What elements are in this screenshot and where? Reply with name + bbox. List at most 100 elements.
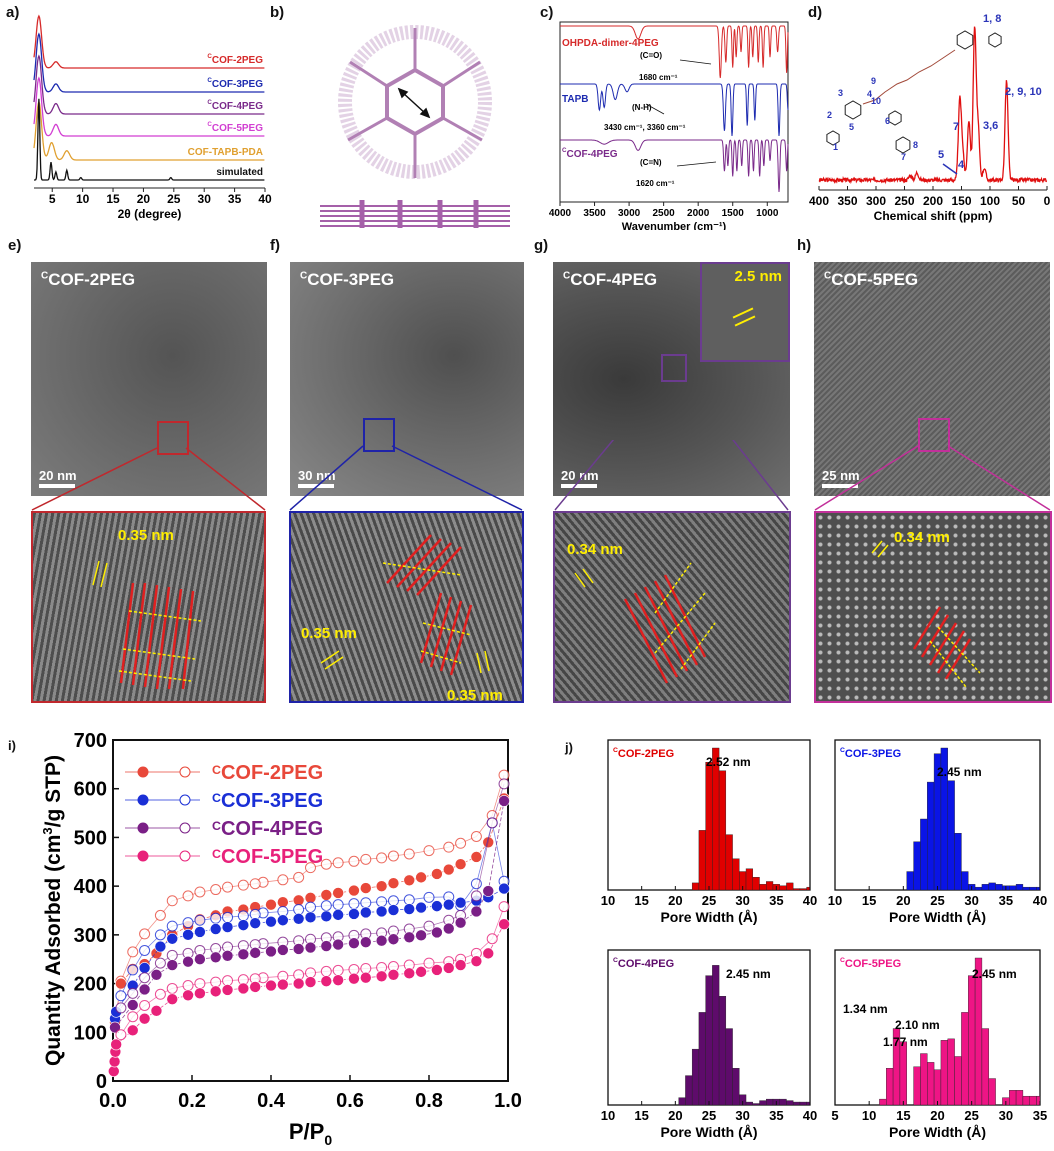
- x-tick-label: 35: [999, 893, 1013, 908]
- desorption-point: [498, 901, 510, 913]
- adsorption-point: [221, 921, 234, 933]
- adsorption-point: [431, 926, 443, 939]
- adsorption-point: [154, 940, 167, 953]
- x-tick-label: 15: [896, 1108, 910, 1123]
- peak-annotation: 1.77 nm: [883, 1035, 928, 1049]
- pxrd-line-simulated: [34, 98, 265, 181]
- adsorption-point: [126, 999, 139, 1011]
- peak-annotation: 2.10 nm: [895, 1018, 940, 1032]
- desorption-point: [332, 899, 344, 911]
- peak-annotation: 1.34 nm: [843, 1002, 888, 1016]
- pxrd-chart: 5 10 15 20 25 30 35 40 2θ (degree) CCOF-2PEG CCOF-…: [33, 14, 272, 221]
- histogram-bar: [799, 888, 807, 891]
- lattice-marker: [734, 315, 756, 327]
- x-tick-label: 40: [803, 893, 817, 908]
- desorption-point: [115, 990, 127, 1002]
- atom-number-label: 1: [833, 142, 838, 152]
- desorption-point: [139, 944, 151, 956]
- desorption-point: [423, 957, 435, 969]
- adsorption-point: [415, 966, 427, 978]
- histogram-bar: [725, 834, 733, 891]
- atom-number-label: 5: [849, 122, 854, 132]
- legend-marker-filled: [137, 850, 149, 862]
- pxrd-line-cof-tapb-pda: [33, 100, 265, 161]
- tem-image-g: CCOF-4PEG 2.5 nm 20 nm: [553, 262, 790, 496]
- histogram-bar: [691, 882, 700, 891]
- tem-image-h: CCOF-5PEG 25 nm: [814, 262, 1050, 496]
- panel-label-b: b): [270, 4, 285, 21]
- adsorption-point: [415, 929, 427, 942]
- histogram-bar: [779, 1098, 787, 1106]
- x-tick-label: 25: [930, 893, 944, 908]
- desorption-point: [154, 988, 166, 1000]
- adsorption-point: [359, 882, 372, 894]
- desorption-point: [403, 848, 415, 860]
- adsorption-point: [221, 984, 234, 996]
- tem-zoom-f: 0.35 nm 0.35 nm: [289, 511, 524, 703]
- histogram-bar: [766, 1098, 774, 1106]
- desorption-point: [154, 957, 166, 969]
- adsorption-point: [454, 959, 467, 971]
- adsorption-point: [332, 909, 344, 921]
- x-tick-label: 0.0: [99, 1090, 127, 1112]
- desorption-point: [443, 841, 455, 853]
- x-tick-label: 20: [668, 893, 682, 908]
- histogram-bar: [779, 885, 787, 891]
- adsorption-point: [166, 993, 179, 1005]
- benzene-ring-icon: [895, 136, 911, 154]
- adsorption-point: [387, 969, 400, 981]
- stacking-model-overlay: [871, 540, 981, 688]
- annotation-arrow: [676, 161, 717, 167]
- adsorption-point: [108, 1055, 121, 1068]
- panel-label-h: h): [797, 237, 812, 254]
- zoom-region-box: [363, 418, 395, 452]
- histogram-bar: [705, 975, 713, 1106]
- desorption-line-cof-4peg: [120, 783, 505, 1009]
- panel-label-c: c): [540, 4, 554, 21]
- desorption-point: [423, 845, 435, 857]
- adsorption-point: [431, 900, 443, 912]
- x-tick-label: 200: [923, 194, 943, 208]
- y-tick-label: 100: [74, 1022, 107, 1044]
- desorption-point: [182, 980, 194, 992]
- adsorption-point: [292, 912, 305, 925]
- annotation-arrow: [645, 103, 665, 115]
- adsorption-point: [249, 917, 261, 929]
- adsorption-point: [320, 975, 333, 987]
- zoom-region-box: [661, 354, 687, 382]
- lattice-spacing-label: 0.35 nm: [118, 527, 174, 544]
- histogram-bar: [745, 1101, 753, 1106]
- atom-number-label: 10: [871, 96, 881, 106]
- inset-spacing-label: 2.5 nm: [734, 268, 782, 285]
- histogram-bar: [786, 1100, 794, 1106]
- adsorption-point: [150, 1005, 163, 1017]
- desorption-point: [222, 881, 234, 893]
- histogram-bar: [920, 1053, 928, 1106]
- legend-marker-open: [179, 766, 191, 778]
- peak-annotation: 2.45 nm: [972, 967, 1017, 981]
- histogram-bar: [988, 882, 996, 891]
- adsorption-point: [332, 938, 344, 951]
- panel-label-j: j): [565, 740, 573, 755]
- legend-marker-filled: [137, 766, 149, 778]
- adsorption-point: [320, 910, 333, 923]
- desorption-point: [249, 878, 261, 890]
- histogram-bar: [759, 1100, 767, 1106]
- stacking-model-overlay: [92, 560, 202, 690]
- chart-title: CCOF-2PEG: [613, 747, 674, 760]
- desorption-point: [166, 982, 178, 994]
- adsorption-point: [249, 947, 261, 959]
- series-label: CCOF-4PEG: [562, 147, 618, 160]
- adsorption-point: [320, 940, 333, 952]
- histogram-bar: [685, 1075, 693, 1106]
- tem-title-f: CCOF-3PEG: [300, 270, 395, 289]
- legend-label: simulated: [216, 167, 263, 178]
- desorption-point: [127, 987, 139, 999]
- adsorption-point: [454, 916, 467, 929]
- x-tick-label: 15: [862, 893, 876, 908]
- adsorption-point: [403, 903, 416, 915]
- legend-marker-open: [179, 794, 191, 806]
- x-tick-label: 35: [228, 192, 242, 206]
- desorption-point: [194, 914, 206, 926]
- y-tick-label: 400: [74, 876, 107, 898]
